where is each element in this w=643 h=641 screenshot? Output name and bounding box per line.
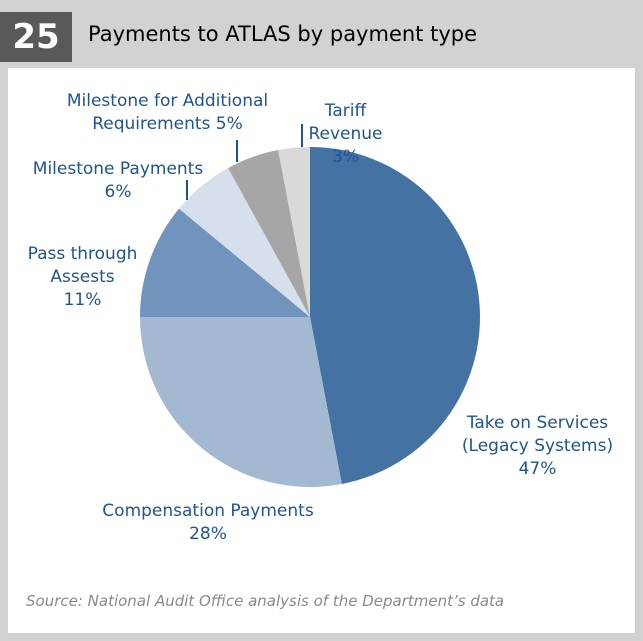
pie-slice — [228, 150, 310, 317]
value-label: 11% — [63, 290, 102, 310]
slice-label: Pass through Assests 11% — [15, 243, 150, 312]
figure-number: 25 — [0, 12, 72, 62]
pie-slice — [140, 208, 310, 317]
category-name: Take on Services (Legacy Systems) — [461, 413, 614, 456]
value-label: 5% — [215, 114, 243, 134]
slice-label: Take on Services (Legacy Systems) 47% — [455, 412, 620, 481]
value-label: 3% — [332, 147, 359, 167]
category-name: Pass through Assests — [27, 244, 138, 287]
category-name: Milestone for Additional Requirements — [66, 91, 269, 134]
value-label: 28% — [189, 524, 227, 544]
slice-label: Milestone for Additional Requirements 5% — [40, 90, 295, 136]
pie-slice — [310, 147, 481, 484]
pie-slice — [278, 147, 310, 317]
slice-label: Compensation Payments 28% — [78, 500, 338, 546]
pie-slice — [179, 168, 310, 317]
category-name: Compensation Payments — [102, 501, 314, 521]
pie-slice — [140, 317, 342, 487]
source-note: Source: National Audit Office analysis o… — [26, 592, 505, 610]
slice-label: Milestone Payments 6% — [18, 158, 218, 204]
category-name: Milestone Payments — [32, 159, 204, 179]
value-label: 47% — [518, 459, 557, 479]
category-name: Tariff Revenue — [308, 101, 383, 144]
chart-title: Payments to ATLAS by payment type — [88, 22, 477, 46]
slice-label: Tariff Revenue 3% — [288, 100, 403, 169]
value-label: 6% — [104, 182, 132, 202]
